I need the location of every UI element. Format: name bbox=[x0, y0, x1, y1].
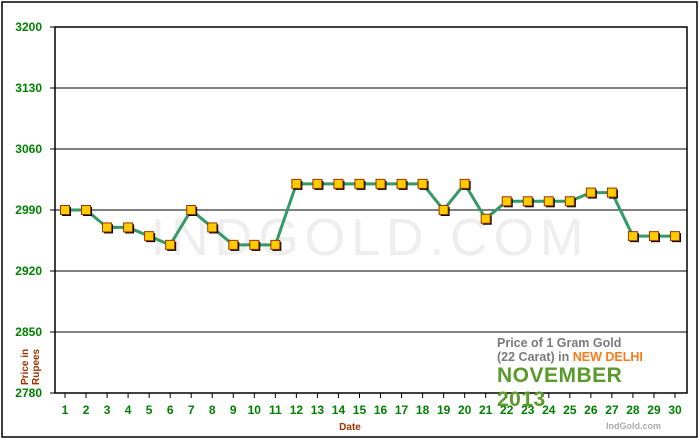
data-point bbox=[501, 196, 512, 207]
legend-period: NOVEMBER 2013 bbox=[497, 364, 623, 411]
legend-line1: Price of 1 Gram Gold bbox=[497, 336, 622, 350]
data-point bbox=[459, 178, 470, 189]
legend-line2-prefix: (22 Carat) in bbox=[497, 350, 573, 364]
data-point bbox=[522, 196, 533, 207]
data-point bbox=[291, 178, 302, 189]
data-point bbox=[417, 178, 428, 189]
y-tick-label: 3060 bbox=[15, 142, 42, 156]
x-tick-label: 1 bbox=[62, 403, 69, 417]
data-point bbox=[60, 205, 70, 215]
data-point bbox=[333, 178, 344, 189]
y-axis-title: Price inRupees bbox=[20, 348, 42, 385]
legend-line2: (22 Carat) in NEW DELHI bbox=[497, 350, 667, 364]
x-axis-title: Date bbox=[339, 422, 361, 433]
y-tick-label: 2780 bbox=[15, 386, 42, 400]
x-tick-label: 14 bbox=[332, 403, 346, 417]
x-tick-label: 11 bbox=[269, 403, 282, 417]
data-point bbox=[249, 239, 260, 250]
data-point bbox=[270, 239, 281, 250]
y-axis-title-line: Price in bbox=[20, 349, 31, 385]
x-tick-label: 22 bbox=[500, 403, 514, 417]
x-tick-label: 18 bbox=[416, 403, 430, 417]
data-point bbox=[312, 178, 323, 189]
x-tick-label: 10 bbox=[248, 403, 262, 417]
data-point bbox=[228, 239, 239, 250]
x-tick-label: 2 bbox=[83, 403, 90, 417]
x-tick-label: 23 bbox=[521, 403, 535, 417]
x-tick-label: 30 bbox=[668, 403, 682, 417]
x-tick-label: 13 bbox=[311, 403, 325, 417]
data-point bbox=[670, 231, 680, 242]
x-tick-label: 19 bbox=[437, 403, 451, 417]
legend-city: NEW DELHI bbox=[572, 350, 643, 364]
data-point bbox=[123, 222, 134, 233]
plot-border bbox=[54, 26, 688, 394]
data-point bbox=[81, 205, 92, 215]
data-point bbox=[144, 231, 155, 242]
data-point bbox=[564, 196, 575, 207]
x-tick-label: 29 bbox=[647, 403, 661, 417]
data-point bbox=[354, 178, 365, 189]
y-tick-label: 3200 bbox=[15, 20, 42, 34]
credit: IndGold.com bbox=[606, 421, 661, 431]
x-tick-label: 28 bbox=[626, 403, 640, 417]
x-tick-label: 4 bbox=[125, 403, 132, 417]
legend-box: Price of 1 Gram Gold (22 Carat) in NEW D… bbox=[497, 336, 667, 412]
watermark: INDGOLD.COM bbox=[151, 209, 590, 267]
x-tick-label: 3 bbox=[104, 403, 111, 417]
x-tick-label: 25 bbox=[563, 403, 577, 417]
y-tick-label: 2920 bbox=[15, 264, 42, 278]
x-tick-label: 6 bbox=[167, 403, 174, 417]
data-point bbox=[396, 178, 407, 189]
x-tick-label: 7 bbox=[188, 403, 195, 417]
x-tick-label: 21 bbox=[479, 403, 493, 417]
data-point bbox=[648, 231, 659, 242]
x-tick-label: 5 bbox=[146, 403, 153, 417]
x-tick-label: 20 bbox=[458, 403, 472, 417]
data-point bbox=[606, 187, 617, 198]
data-point bbox=[375, 178, 386, 189]
data-point bbox=[438, 205, 449, 215]
x-tick-label: 26 bbox=[584, 403, 598, 417]
data-point bbox=[480, 213, 491, 224]
x-tick-label: 24 bbox=[542, 403, 556, 417]
y-tick-label: 3130 bbox=[15, 81, 42, 95]
y-tick-label: 2990 bbox=[15, 203, 42, 217]
data-point bbox=[585, 187, 596, 198]
outer-border bbox=[1, 1, 698, 438]
data-point bbox=[165, 239, 176, 250]
data-point bbox=[186, 205, 197, 215]
data-point bbox=[543, 196, 554, 207]
data-point bbox=[627, 231, 638, 242]
x-tick-label: 12 bbox=[290, 403, 304, 417]
x-tick-label: 15 bbox=[353, 403, 367, 417]
x-tick-label: 27 bbox=[605, 403, 619, 417]
y-axis-title-line: Rupees bbox=[31, 348, 42, 385]
y-tick-label: 2850 bbox=[15, 325, 42, 339]
data-point bbox=[102, 222, 113, 233]
x-tick-label: 8 bbox=[209, 403, 216, 417]
x-tick-label: 9 bbox=[230, 403, 237, 417]
x-tick-label: 16 bbox=[374, 403, 388, 417]
x-tick-label: 17 bbox=[395, 403, 409, 417]
data-point bbox=[207, 222, 218, 233]
